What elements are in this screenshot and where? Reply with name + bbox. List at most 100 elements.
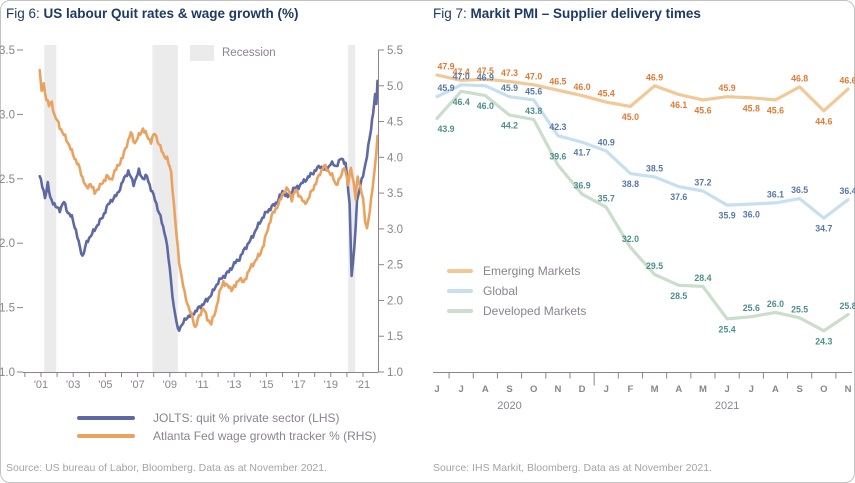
fig7-month-label: N (845, 384, 852, 395)
fig7-data-label: 28.5 (670, 291, 687, 301)
fig7-data-label: 38.5 (646, 163, 663, 173)
fig6-ytick-right: 5.0 (387, 81, 403, 93)
fig6-xtick: '09 (163, 379, 177, 391)
fig7-month-label: J (459, 384, 464, 395)
fig6-axis-labels: 3.5 3.0 2.5 2.0 1.5 1.0 5.5 5.0 4.5 4.0 3.5 3.0 2.5 2… (0, 45, 403, 391)
fig6-ytick-left: 3.0 (0, 109, 15, 121)
fig6-ytick-right: 2.0 (387, 295, 403, 307)
fig6-source: Source: US bureau of Labor, Bloomberg. D… (6, 462, 328, 474)
fig6-xtick: '19 (324, 379, 338, 391)
fig7-month-label: J (749, 384, 754, 395)
fig7-data-label: 45.9 (437, 83, 454, 93)
fig7-data-label: 47.9 (437, 62, 454, 72)
fig6-ytick-right: 2.5 (387, 260, 403, 272)
fig6-recession-legend: Recession (190, 45, 276, 61)
fig7-month-label: A (675, 384, 682, 395)
fig7-data-label: 46.6 (839, 76, 855, 86)
fig7-data-label: 46.1 (670, 100, 687, 110)
fig7-data-label: 46.4 (453, 97, 470, 107)
fig7-data-label: 46.0 (573, 82, 590, 92)
fig6-legend-jolts: JOLTS: quit % private sector (LHS) (77, 411, 340, 425)
fig6-title-text: US labour Quit rates & wage growth (%) (43, 6, 299, 21)
fig7-data-label: 45.4 (598, 89, 615, 99)
fig6-recession-bands (44, 45, 356, 372)
fig7-data-label: 36.0 (743, 209, 760, 219)
fig6-jolts-line (38, 79, 378, 333)
fig6-xtick: '15 (259, 379, 273, 391)
fig6-ytick-right: 4.5 (387, 117, 403, 129)
fig7-month-label: A (772, 384, 779, 395)
fig7-data-label: 46.9 (646, 72, 663, 82)
global-legend-label: Global (483, 284, 518, 298)
fig6-ytick-left: 3.5 (0, 45, 15, 57)
fig7-data-label: 28.4 (694, 273, 711, 283)
fig7-series-developed-markets-line (435, 89, 850, 333)
fig7-data-label: 35.7 (598, 194, 615, 204)
fig6-xtick: '05 (98, 379, 112, 391)
fig6-plot: 3.5 3.0 2.5 2.0 1.5 1.0 5.5 5.0 4.5 4.0 3.5 3.0 2.5 2… (0, 45, 403, 391)
fig7-axis (433, 372, 852, 386)
fig7-data-label: 37.6 (670, 192, 687, 202)
fig7-data-label: 38.8 (622, 179, 639, 189)
recession-band (348, 45, 356, 372)
developed-markets-legend-label: Developed Markets (483, 304, 587, 318)
fig7-data-label: 45.6 (767, 105, 784, 115)
fig6-ytick-left: 2.0 (0, 238, 15, 250)
fig6-ytick-right: 3.5 (387, 188, 403, 200)
fig6-ytick-left: 1.0 (0, 367, 15, 379)
emerging-markets-legend-label: Emerging Markets (483, 264, 581, 278)
fig7-month-label: M (651, 384, 659, 395)
fig7-data-label: 24.3 (815, 336, 832, 346)
fig7-data-label: 46.8 (791, 73, 808, 83)
recession-swatch (190, 45, 214, 61)
fig7-data-label: 45.9 (501, 83, 518, 93)
fig7-month-label: D (579, 384, 586, 395)
fig7-data-label: 47.4 (453, 67, 470, 77)
fig7-data-label: 47.3 (501, 68, 518, 78)
fig7-data-label: 25.8 (839, 301, 855, 311)
fig7-data-label: 36.9 (573, 181, 590, 191)
fig7-title-prefix: Fig 7: (433, 6, 471, 21)
fig7-data-label: 29.5 (646, 261, 663, 271)
fig7-title-text: Markit PMI – Supplier delivery times (470, 6, 701, 21)
jolts-swatch (77, 416, 135, 420)
fig7-data-label: 44.2 (501, 121, 518, 131)
fig7-data-label: 35.9 (719, 211, 736, 221)
fig7-data-label: 45.8 (743, 103, 760, 113)
fig7-legend-developed-markets: Developed Markets (447, 304, 586, 318)
recession-band (44, 45, 57, 372)
fig7-source: Source: IHS Markit, Bloomberg. Data as a… (433, 462, 712, 474)
fig7-month-label: J (724, 384, 729, 395)
fig6-ytick-right: 5.5 (387, 45, 403, 57)
fig7-data-label: 42.3 (549, 122, 566, 132)
fig7-month-label: J (434, 384, 439, 395)
fig6-xtick: '11 (195, 379, 209, 391)
fig7-year-label: 2020 (497, 400, 521, 412)
fig6-axes (17, 49, 384, 377)
recession-label: Recession (222, 47, 276, 59)
fig7-data-label: 47.5 (477, 66, 494, 76)
fig7-month-label: J (604, 384, 609, 395)
global-swatch (447, 289, 473, 293)
developed-markets-swatch (447, 309, 473, 313)
fig7-legend-global: Global (447, 284, 518, 298)
jolts-legend-label: JOLTS: quit % private sector (LHS) (153, 411, 340, 425)
fig6-xtick: '17 (291, 379, 305, 391)
fig7-data-label: 41.7 (573, 148, 590, 158)
fig6-xtick: '01 (34, 379, 48, 391)
fig7-year-label: 2021 (715, 400, 739, 412)
fig7-data-label: 37.2 (694, 177, 711, 187)
fig6-title: Fig 6: US labour Quit rates & wage growt… (6, 6, 299, 21)
fig7-data-label: 43.9 (437, 124, 454, 134)
wage-swatch (77, 434, 135, 438)
fig7-data-label: 44.6 (815, 116, 832, 126)
fig6-ytick-left: 2.5 (0, 174, 15, 186)
fig7-title: Fig 7: Markit PMI – Supplier delivery ti… (433, 6, 701, 21)
fig7-data-label: 25.4 (719, 324, 736, 334)
fig6-xtick: '21 (356, 379, 370, 391)
fig6-ytick-right: 3.0 (387, 224, 403, 236)
fig6-ytick-left: 1.5 (0, 303, 15, 315)
fig7-data-label: 47.0 (525, 71, 542, 81)
